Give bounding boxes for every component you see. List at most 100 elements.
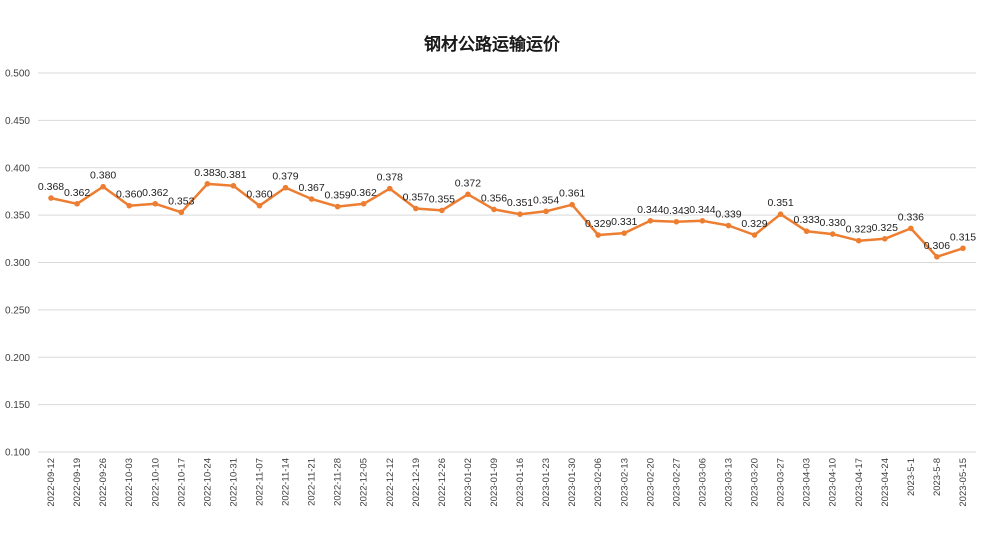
data-point (882, 236, 888, 242)
data-label: 0.361 (559, 188, 585, 200)
data-label: 0.331 (611, 216, 637, 228)
data-label: 0.362 (64, 187, 90, 199)
x-tick-label: 2023-01-30 (567, 458, 578, 507)
data-label: 0.360 (116, 189, 142, 201)
data-point (569, 201, 575, 208)
data-point (934, 254, 940, 260)
x-tick-label: 2022-09-19 (72, 458, 83, 507)
series-layer (48, 181, 966, 260)
data-label: 0.357 (403, 191, 429, 203)
data-label: 0.356 (481, 192, 507, 204)
gridlines (38, 72, 976, 453)
data-point (439, 207, 445, 214)
data-point (777, 211, 784, 217)
y-tick-label: 0.100 (5, 448, 30, 459)
data-label: 0.378 (377, 172, 403, 184)
x-tick-label: 2023-5-1 (906, 458, 917, 496)
x-tick-label: 2023-02-20 (645, 458, 656, 507)
data-label: 0.306 (924, 240, 950, 252)
x-tick-label: 2022-12-26 (437, 458, 448, 507)
x-tick-label: 2022-10-03 (124, 458, 135, 507)
data-point (48, 195, 54, 201)
data-point (308, 196, 315, 202)
data-point (960, 245, 966, 252)
x-tick-label: 2023-01-16 (515, 458, 526, 507)
data-point (126, 202, 132, 209)
data-point (517, 211, 523, 217)
data-point (230, 182, 237, 189)
data-point (621, 230, 628, 236)
x-tick-label: 2022-10-24 (202, 458, 213, 507)
data-point (100, 183, 106, 190)
series-line (49, 182, 965, 259)
data-label: 0.325 (872, 222, 898, 234)
data-label: 0.343 (663, 205, 689, 217)
x-tick-label: 2023-02-13 (619, 458, 630, 507)
y-axis-ticks: 0.100 0.150 0.200 0.250 0.300 0.350 0.400 0.450… (5, 69, 30, 459)
x-tick-label: 2022-12-12 (385, 458, 396, 507)
data-label: 0.380 (90, 170, 116, 182)
data-point (647, 218, 654, 224)
x-tick-label: 2023-04-17 (854, 458, 865, 507)
data-point (725, 222, 732, 229)
data-label: 0.359 (324, 190, 350, 202)
x-tick-label: 2023-5-8 (932, 458, 943, 496)
x-axis-ticks: 2022-09-12 2022-09-19 2022-09-26 2022-10-03… (46, 458, 969, 507)
x-tick-label: 2022-12-19 (411, 458, 422, 507)
x-tick-label: 2023-03-27 (776, 458, 787, 507)
data-label: 0.362 (142, 187, 168, 199)
data-label: 0.344 (637, 204, 663, 216)
data-label: 0.355 (429, 193, 455, 205)
data-point (465, 191, 471, 198)
x-tick-label: 2022-11-28 (333, 458, 344, 506)
data-label: 0.344 (689, 204, 715, 216)
data-label: 0.372 (455, 177, 481, 189)
x-tick-label: 2023-03-06 (697, 458, 708, 507)
y-tick-label: 0.500 (5, 69, 30, 80)
x-tick-label: 2022-09-26 (98, 458, 109, 507)
data-point (543, 208, 549, 215)
data-label: 0.353 (168, 195, 194, 207)
data-point (803, 228, 810, 235)
y-tick-label: 0.200 (5, 353, 30, 364)
x-tick-label: 2023-05-15 (958, 458, 969, 507)
data-label: 0.383 (194, 167, 220, 179)
x-tick-label: 2023-01-02 (463, 458, 474, 507)
data-label: 0.362 (351, 187, 377, 199)
data-label: 0.330 (820, 217, 846, 229)
data-label: 0.351 (507, 197, 533, 209)
data-point (282, 184, 289, 191)
x-tick-label: 2023-04-24 (880, 458, 891, 507)
x-tick-label: 2023-04-10 (828, 458, 839, 507)
x-tick-label: 2023-01-23 (541, 458, 552, 507)
x-tick-label: 2022-09-12 (46, 458, 57, 507)
data-label: 0.315 (950, 231, 976, 243)
data-point (413, 205, 419, 212)
data-label: 0.329 (585, 218, 611, 230)
data-label: 0.381 (220, 169, 246, 181)
y-tick-label: 0.450 (5, 116, 30, 127)
x-tick-label: 2022-11-14 (281, 458, 292, 506)
chart-title: 钢材公路运输运价 (424, 34, 561, 54)
data-point (855, 237, 862, 244)
data-point (334, 203, 341, 210)
y-tick-label: 0.250 (5, 305, 30, 316)
data-label: 0.360 (246, 189, 272, 201)
data-point (595, 232, 601, 238)
data-point (256, 202, 263, 209)
x-tick-label: 2023-03-20 (750, 458, 761, 507)
data-label: 0.329 (741, 218, 767, 230)
x-tick-label: 2022-12-05 (359, 458, 370, 507)
x-tick-label: 2022-11-07 (254, 458, 265, 506)
data-point (386, 185, 393, 192)
x-tick-label: 2023-02-27 (671, 458, 682, 507)
data-label: 0.368 (38, 181, 64, 193)
x-tick-label: 2022-10-17 (176, 458, 187, 507)
data-label: 0.354 (533, 194, 559, 206)
x-tick-label: 2022-10-31 (228, 458, 239, 507)
y-tick-label: 0.400 (5, 163, 30, 174)
data-point (74, 200, 80, 207)
data-point (751, 232, 758, 238)
